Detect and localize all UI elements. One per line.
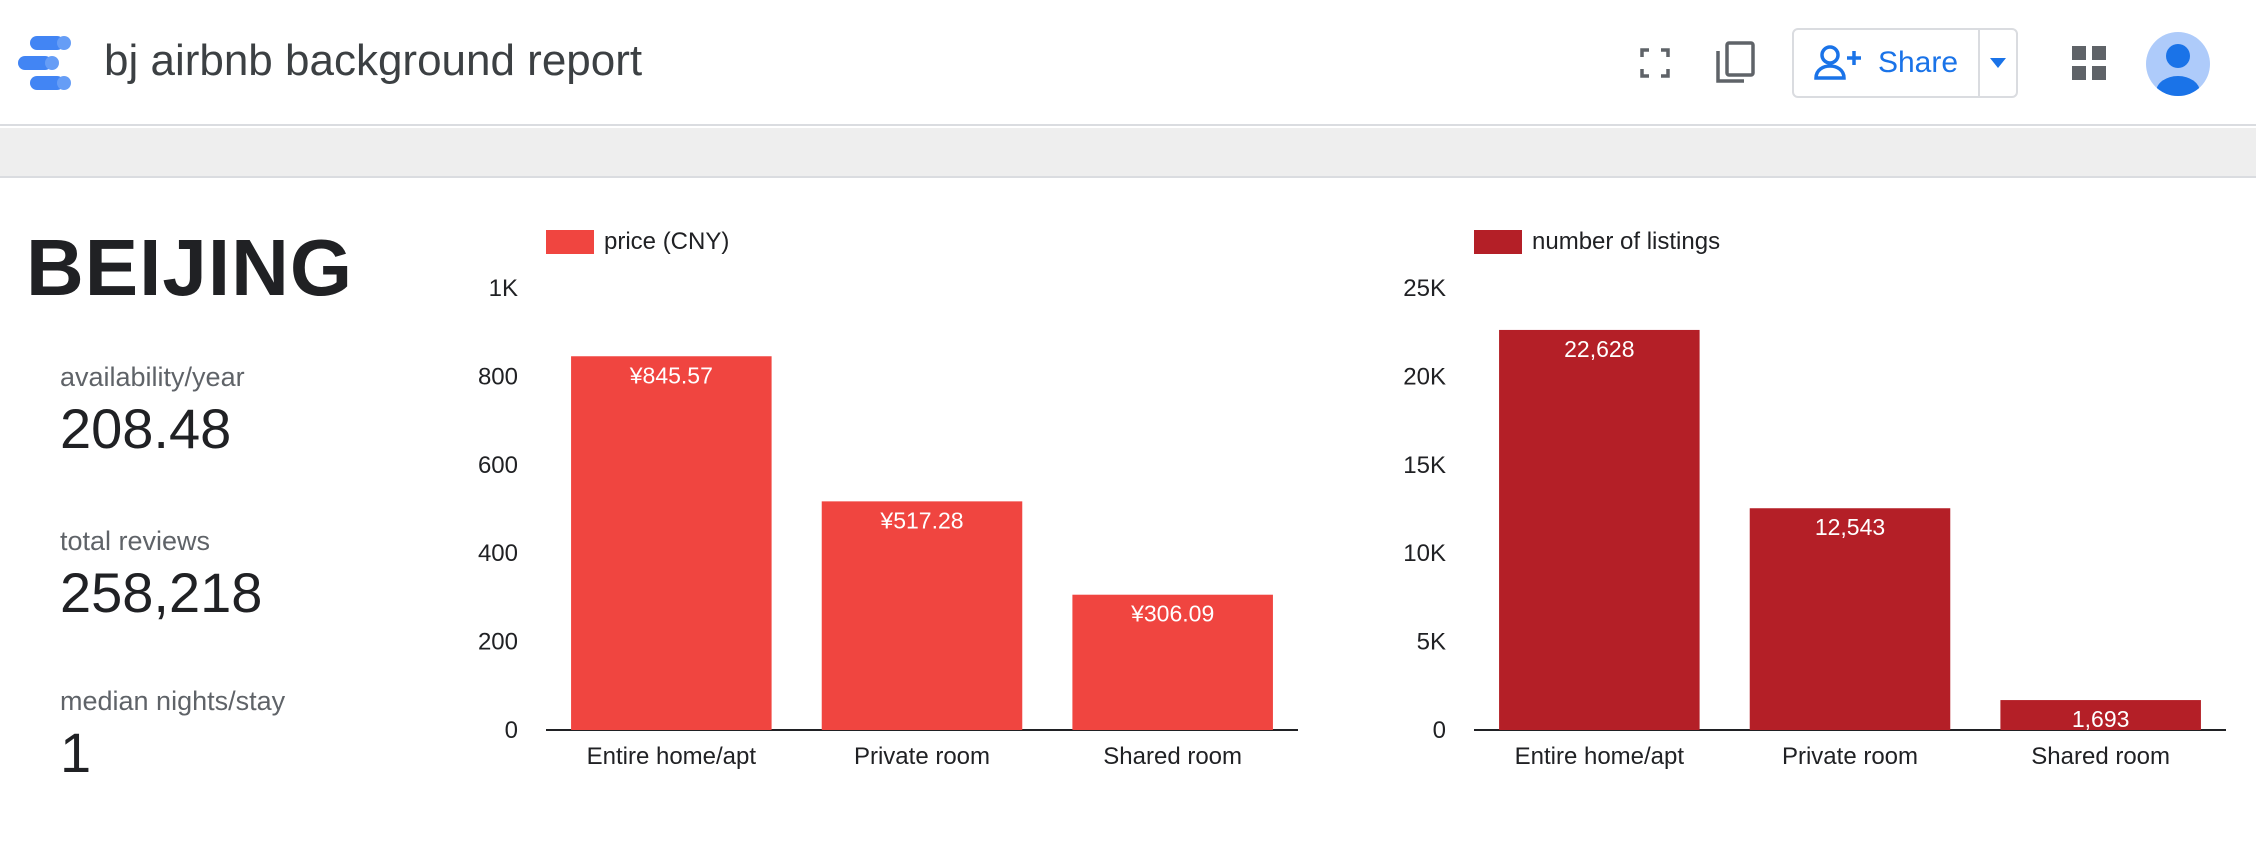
data-studio-logo-icon[interactable]	[18, 36, 78, 92]
listings-ytick-label: 0	[1433, 717, 1446, 744]
toolbar-band	[0, 128, 2256, 178]
listings-bar[interactable]	[1749, 508, 1951, 730]
listings-legend: number of listings	[1474, 228, 1720, 256]
listings-legend-swatch	[1474, 230, 1522, 254]
listings-bar[interactable]	[1499, 329, 1700, 730]
listings-data-label: 12,543	[1815, 514, 1885, 540]
share-dropdown-button[interactable]	[1978, 30, 2016, 96]
price-category-label: Private room	[854, 743, 990, 770]
nights-label: median nights/stay	[60, 686, 286, 716]
listings-data-label: 1,693	[2072, 706, 2130, 732]
listings-bar[interactable]	[2000, 700, 2201, 730]
listings-ytick-label: 5K	[1417, 629, 1446, 656]
price-ytick-label: 800	[478, 363, 518, 390]
price-chart[interactable]: price (CNY) 0 200 400 600 800 1K ¥845.57 Entire…	[470, 210, 1310, 790]
price-legend: price (CNY)	[546, 228, 729, 256]
price-bar[interactable]	[571, 356, 772, 730]
listings-category-label: Entire home/apt	[1515, 743, 1685, 770]
listings-category-label: Shared room	[2031, 743, 2170, 770]
share-button[interactable]: Share	[1794, 30, 1978, 96]
account-avatar-icon	[2156, 44, 2200, 96]
listings-ytick-label: 15K	[1403, 452, 1446, 479]
price-legend-swatch	[546, 230, 594, 254]
availability-label: availability/year	[60, 362, 245, 392]
share-label: Share	[1877, 46, 1959, 79]
price-ytick-label: 400	[478, 540, 518, 567]
price-ytick-label: 600	[478, 452, 518, 479]
reviews-value: 258,218	[60, 561, 263, 624]
price-category-label: Entire home/apt	[587, 743, 757, 770]
listings-ytick-label: 20K	[1403, 363, 1446, 390]
listings-legend-label: number of listings	[1532, 228, 1721, 255]
fullscreen-button[interactable]	[1630, 38, 1680, 88]
report-header: bj airbnb background report Share	[0, 0, 2256, 126]
copy-report-button[interactable]	[1710, 38, 1760, 88]
price-legend-label: price (CNY)	[604, 228, 730, 255]
fullscreen-icon	[1640, 48, 1670, 78]
nights-value: 1	[60, 721, 92, 784]
listings-ytick-label: 25K	[1403, 275, 1446, 302]
reviews-label: total reviews	[60, 526, 211, 556]
price-bar[interactable]	[1072, 594, 1273, 730]
listings-data-label: 22,628	[1564, 336, 1634, 362]
price-ytick-label: 1K	[489, 275, 518, 302]
add-person-icon	[1814, 45, 1861, 80]
dropdown-arrow-icon	[1990, 58, 2006, 68]
listings-chart-svg: 0 5K 10K 15K 20K 25K 22,628 Entire home/apt 12,5…	[1403, 275, 2226, 770]
account-avatar[interactable]	[2146, 32, 2210, 96]
report-title: bj airbnb background report	[104, 36, 643, 85]
listings-chart[interactable]: number of listings 0 5K 10K 15K 20K 25K 22,628…	[1398, 210, 2238, 790]
listings-ytick-label: 10K	[1403, 540, 1446, 567]
availability-value: 208.48	[60, 397, 232, 460]
city-title: BEIJING	[26, 223, 354, 312]
price-ytick-label: 200	[478, 629, 518, 656]
share-button-group: Share	[1792, 28, 2018, 98]
apps-grid-button[interactable]	[2064, 38, 2114, 88]
price-data-label: ¥517.28	[879, 507, 963, 533]
apps-grid-icon	[2072, 46, 2106, 80]
price-data-label: ¥306.09	[1130, 601, 1214, 627]
copy-icon	[1716, 41, 1755, 83]
price-bar[interactable]	[821, 501, 1023, 730]
price-chart-svg: 0 200 400 600 800 1K ¥845.57 Entire home/apt ¥51…	[478, 275, 1298, 770]
price-ytick-label: 0	[505, 717, 518, 744]
listings-category-label: Private room	[1782, 743, 1918, 770]
price-category-label: Shared room	[1103, 743, 1242, 770]
price-data-label: ¥845.57	[629, 362, 713, 388]
